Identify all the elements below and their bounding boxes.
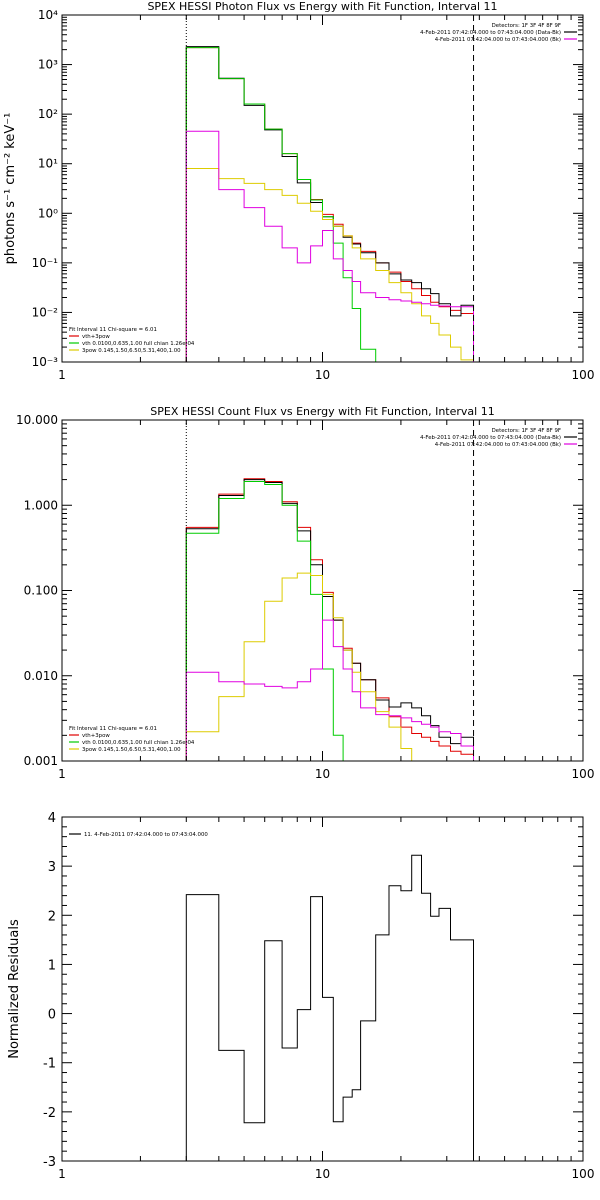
chart-panel-2: SPEX HESSI Count Flux vs Energy with Fit… <box>16 405 594 781</box>
series-line-5 <box>185 130 474 362</box>
y-tick-label: 1 <box>48 958 56 973</box>
y-tick-label: 0.001 <box>24 754 58 768</box>
series-line-1 <box>185 854 474 1161</box>
y-tick-label: 1.000 <box>24 498 58 512</box>
legend-entry: 4-Feb-2011 07:42:04.000 to 07:43:04.000 … <box>420 435 561 441</box>
y-axis-label: Normalized Residuals <box>7 919 22 1059</box>
y-tick-label: 0.100 <box>24 584 58 598</box>
legend-entry: 11. 4-Feb-2011 07:42:04.000 to 07:43:04.… <box>84 832 208 838</box>
legend-entry: Fit Interval 11 Chi-square = 6.01 <box>69 327 157 333</box>
y-tick-label: 10⁴ <box>38 8 58 22</box>
y-tick-label: 10¹ <box>38 157 58 171</box>
series-line-3 <box>185 481 474 761</box>
series-line-2 <box>185 46 474 362</box>
legend-entry: 4-Feb-2011 07:42:04.000 to 07:43:04.000 … <box>435 442 561 448</box>
x-tick-label: 1 <box>58 767 66 781</box>
legend-entry: vth+3pow <box>82 733 110 739</box>
y-tick-label: 2 <box>48 909 56 924</box>
x-tick-label: 100 <box>572 368 595 382</box>
x-tick-label: 1 <box>58 368 66 382</box>
series-line-4 <box>185 168 474 362</box>
legend-entry: vth 0.0100,0.635,1.00 full chian 1.26e-0… <box>82 740 195 746</box>
chart-panel-3: Normalized Residuals 1 10 100 -3 -2 -1 0 1 2 3 4 11.… <box>7 811 594 1181</box>
legend-entry: 3pow 0.145,1.50,6.50,5.31,400,1.00 <box>82 747 181 753</box>
y-tick-label: 3 <box>48 860 56 875</box>
y-tick-label: -3 <box>43 1155 56 1170</box>
chart-title: SPEX HESSI Count Flux vs Energy with Fit… <box>150 405 494 418</box>
x-tick-label: 10 <box>315 767 330 781</box>
y-tick-label: 10⁻³ <box>32 355 59 369</box>
chart-panel-1: SPEX HESSI Photon Flux vs Energy with Fi… <box>3 0 594 382</box>
plot-frame <box>61 14 584 363</box>
legend-entry: vth+3pow <box>82 334 110 340</box>
y-tick-label: 10⁻² <box>32 305 59 319</box>
legend-entry: Fit Interval 11 Chi-square = 6.01 <box>69 726 157 732</box>
series-line-2 <box>185 479 474 761</box>
y-tick-label: 10⁰ <box>38 206 58 220</box>
y-tick-label: -1 <box>43 1057 56 1072</box>
y-tick-label: 10.000 <box>16 413 58 427</box>
y-tick-label: 10² <box>38 107 58 121</box>
y-tick-label: 4 <box>48 811 56 826</box>
x-tick-label: 100 <box>572 767 595 781</box>
series-line-3 <box>185 47 474 362</box>
y-tick-label: 10⁻¹ <box>32 256 59 270</box>
legend-entry: Detectors: 1F 3F 4F 8F 9F <box>492 23 561 29</box>
x-tick-label: 10 <box>315 1167 330 1181</box>
x-tick-label: 100 <box>572 1167 595 1181</box>
legend-entry: Detectors: 1F 3F 4F 8F 9F <box>492 428 561 434</box>
legend-entry: vth 0.0100,0.635,1.00 full chian 1.26e-0… <box>82 341 195 347</box>
legend-entry: 4-Feb-2011 07:42:04.000 to 07:43:04.000 … <box>435 37 561 43</box>
y-axis-label: photons s⁻¹ cm⁻² keV⁻¹ <box>3 113 18 265</box>
y-tick-label: 10³ <box>38 58 58 72</box>
series-line-5 <box>185 619 474 761</box>
legend-entry: 3pow 0.145,1.50,6.50,5.31,400,1.00 <box>82 348 181 354</box>
x-tick-label: 1 <box>58 1167 66 1181</box>
chart-title: SPEX HESSI Photon Flux vs Energy with Fi… <box>147 0 497 13</box>
y-tick-label: 0.010 <box>24 669 58 683</box>
y-tick-label: -2 <box>43 1106 56 1121</box>
y-tick-label: 0 <box>48 1008 56 1023</box>
legend-entry: 4-Feb-2011 07:42:04.000 to 07:43:04.000 … <box>420 30 561 36</box>
x-tick-label: 10 <box>315 368 330 382</box>
